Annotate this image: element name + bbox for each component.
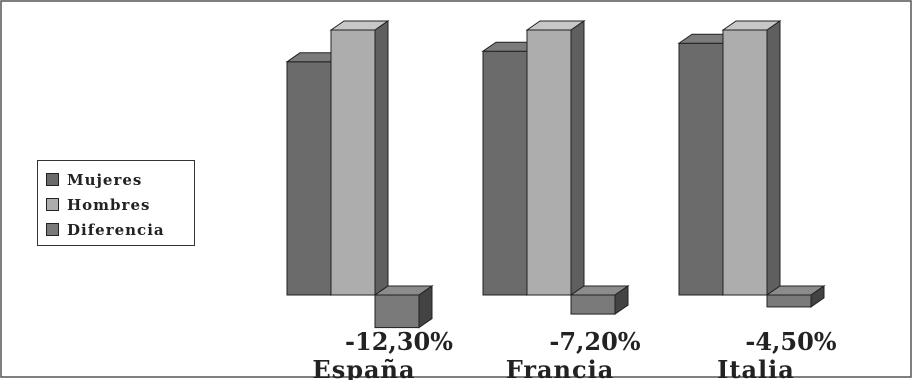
category-label-3: Italia [717,355,795,380]
bar-diferencia-2 [569,285,630,316]
legend-label-diferencia: Diferencia [67,220,165,239]
labels-layer: -12,30%España -7,20%Francia -4,50%Italia [312,327,836,384]
bar-diferencia-3 [765,285,826,308]
legend-swatch-diferencia [46,223,59,236]
legend-swatch-hombres [46,198,59,211]
bar-hombres-3 [721,20,782,296]
category-label-1: España [312,355,415,380]
data-label-diferencia-2: -7,20% [549,327,640,356]
data-label-diferencia-3: -4,50% [745,327,836,356]
bar-hombres-1 [329,20,390,296]
legend-swatch-mujeres [46,173,59,186]
bar-hombres-2 [525,20,586,296]
legend-item-hombres: Hombres [46,192,194,217]
legend-label-mujeres: Mujeres [67,170,143,189]
legend-item-diferencia: Diferencia [46,217,194,242]
legend: Mujeres Hombres Diferencia [37,160,195,246]
category-label-2: Francia [506,355,615,380]
legend-label-hombres: Hombres [67,195,151,214]
legend-item-mujeres: Mujeres [46,167,194,192]
data-label-diferencia-1: -12,30% [345,327,453,356]
bar-diferencia-1 [373,285,434,329]
bars-layer [285,20,826,329]
